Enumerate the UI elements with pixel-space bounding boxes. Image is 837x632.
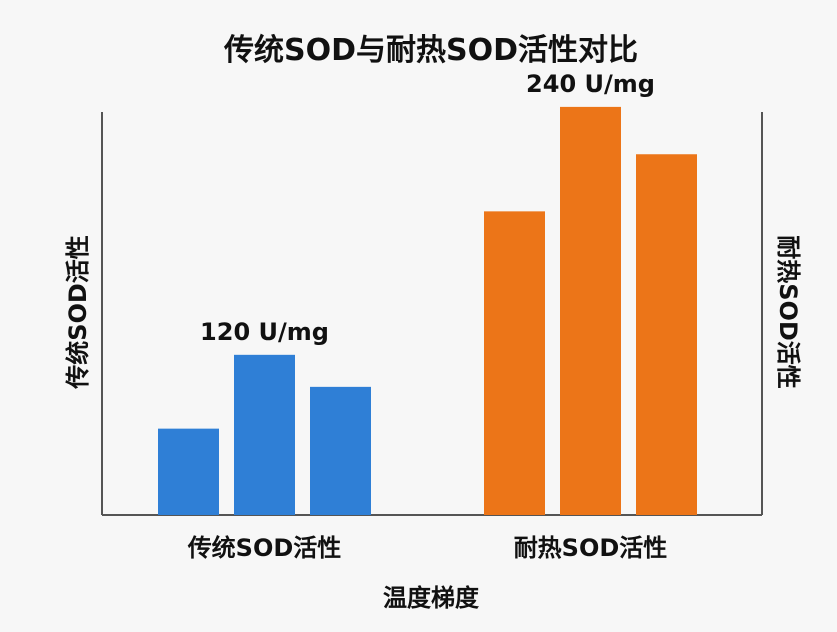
- labels-layer: 120 U/mg 传统SOD活性 240 U/mg 耐热SOD活性: [187, 70, 668, 562]
- bar-group2-3: [636, 154, 697, 515]
- bars-layer: [158, 106, 697, 516]
- bar-group1-3: [310, 386, 371, 515]
- y-axis-right-label: 耐热SOD活性: [774, 235, 802, 389]
- bar-group2-2: [560, 106, 621, 516]
- data-label-group2: 240 U/mg: [526, 70, 655, 98]
- chart-title: 传统SOD与耐热SOD活性对比: [223, 33, 638, 68]
- bar-group1-1: [158, 428, 219, 515]
- data-label-group1: 120 U/mg: [200, 318, 329, 346]
- bar-group2-1: [484, 211, 545, 515]
- x-tick-label-group1: 传统SOD活性: [187, 534, 342, 562]
- x-axis-label: 温度梯度: [383, 584, 480, 612]
- bar-group1-2: [234, 354, 295, 515]
- y-axis-left-label: 传统SOD活性: [64, 235, 92, 390]
- x-tick-label-group2: 耐热SOD活性: [514, 534, 668, 562]
